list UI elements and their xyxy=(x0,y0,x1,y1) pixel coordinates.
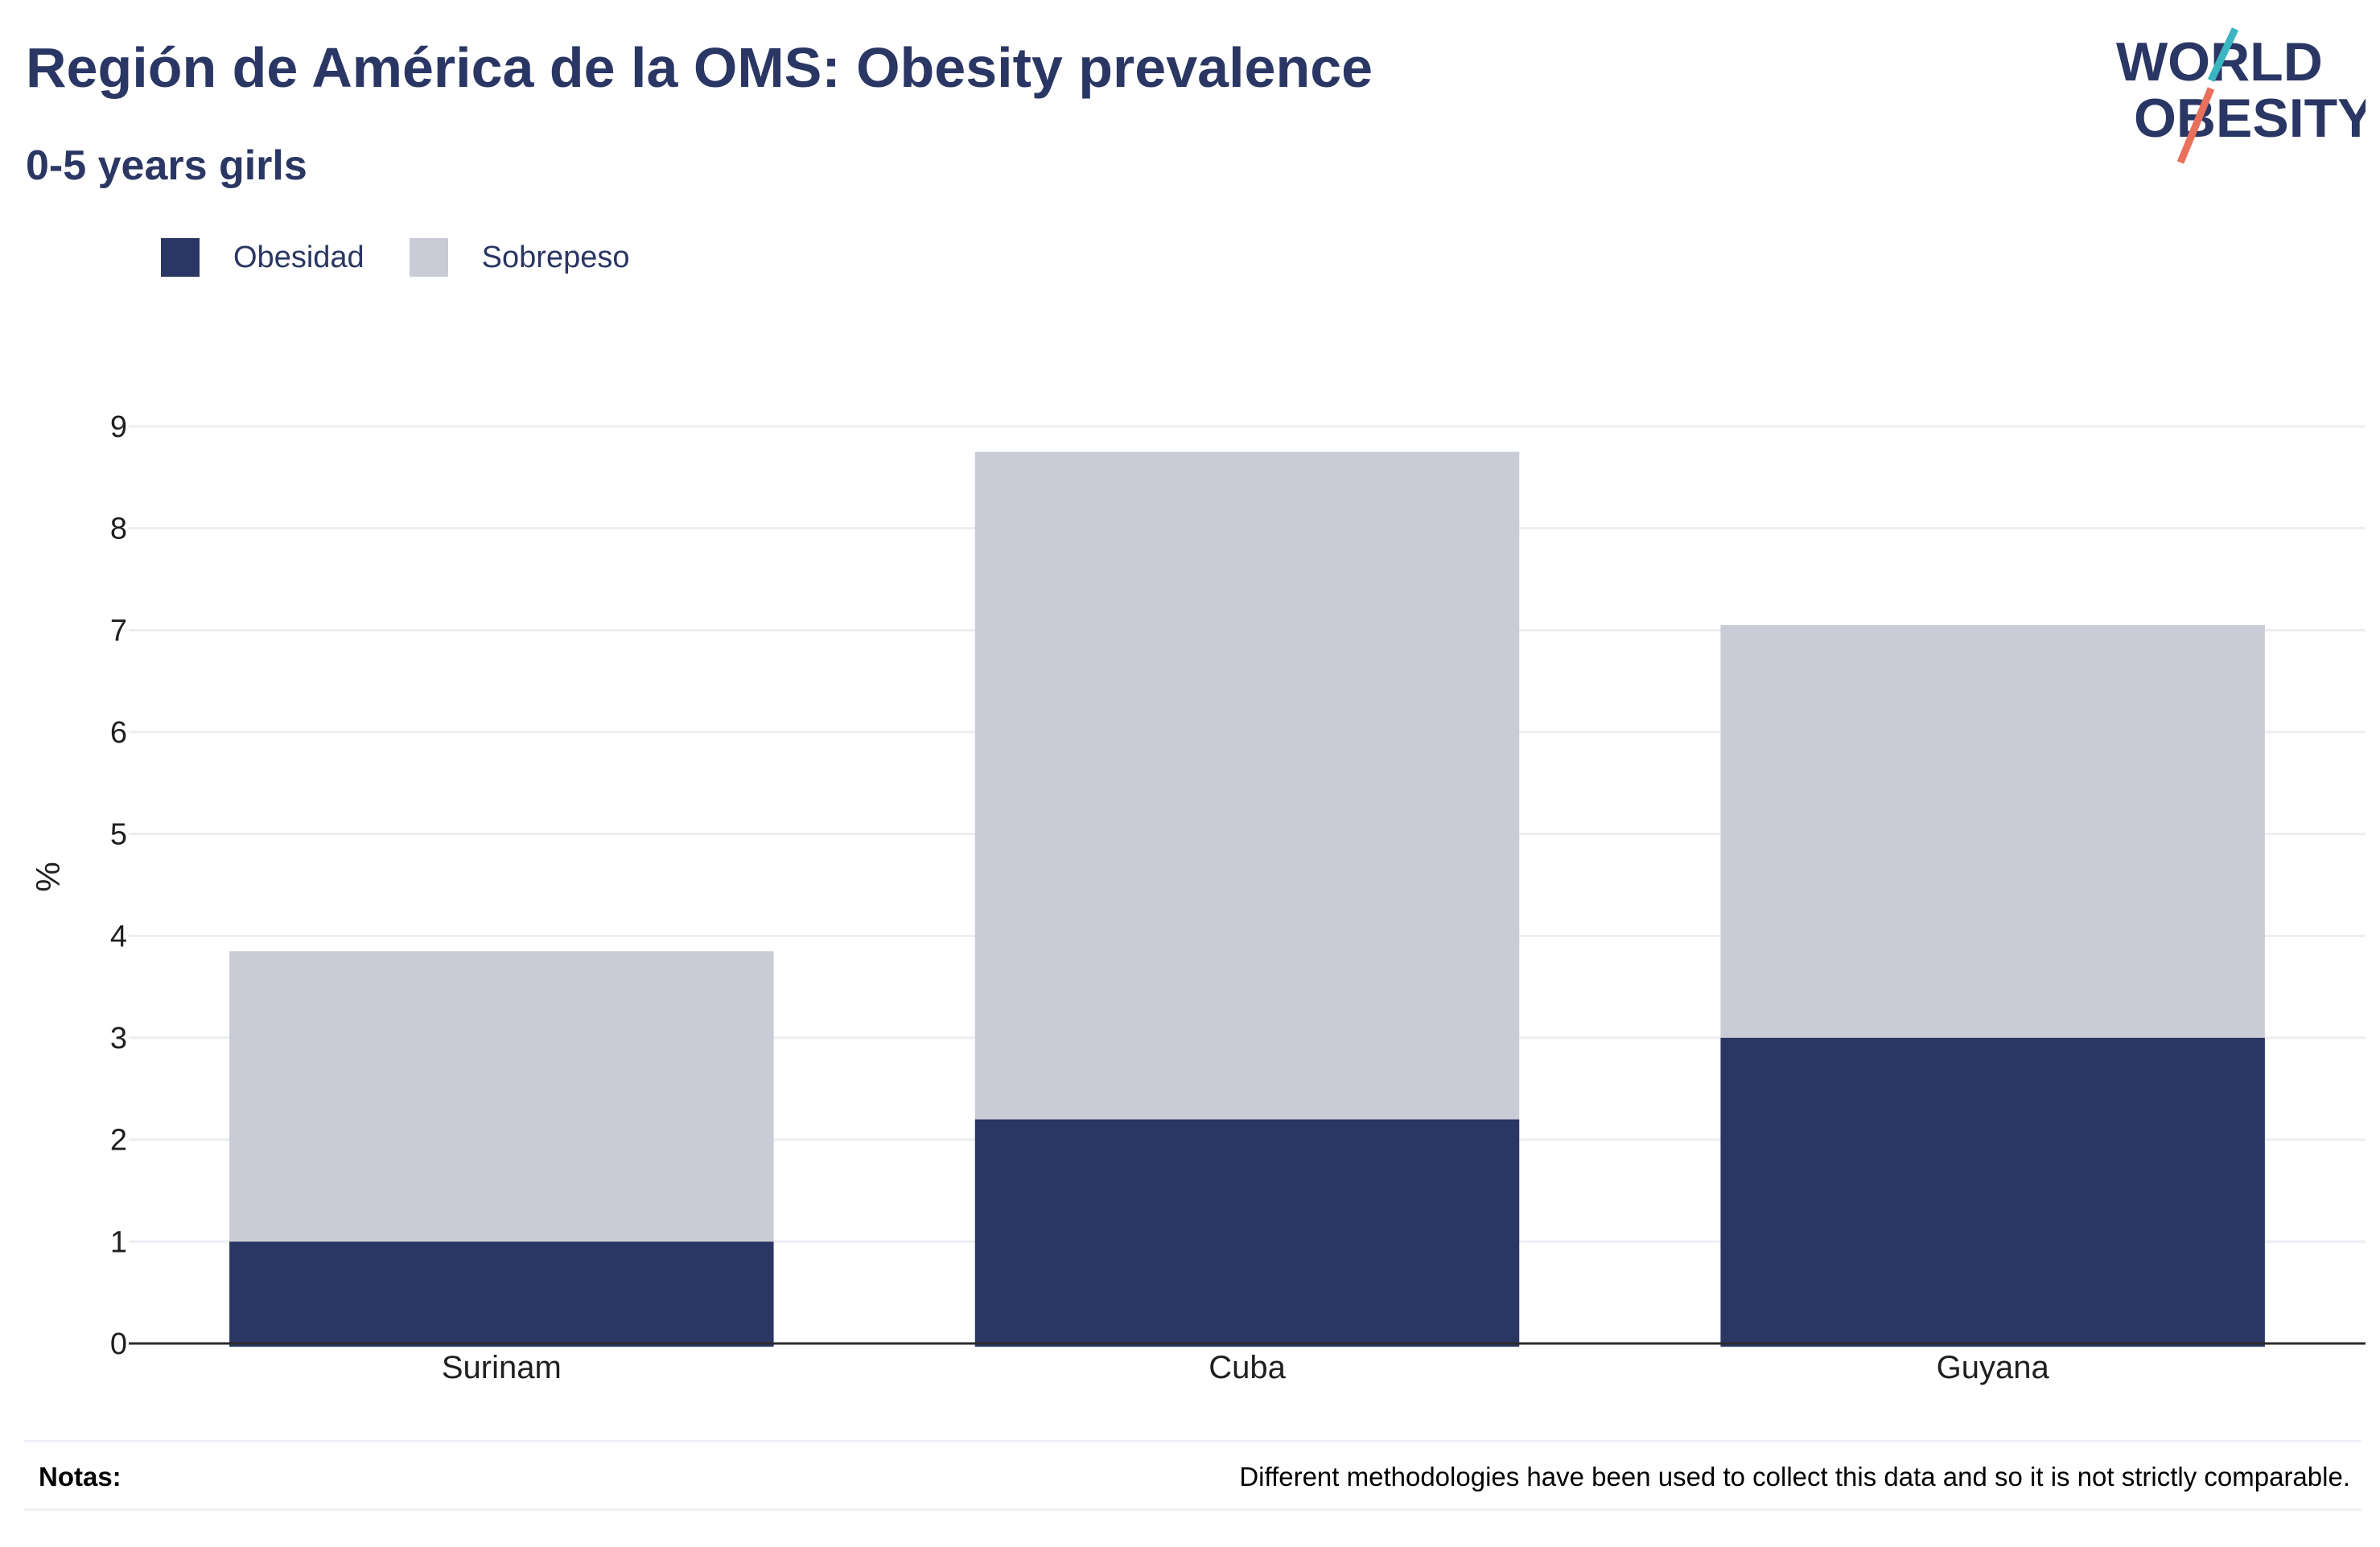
y-tick-label-9: 9 xyxy=(110,410,127,444)
legend-item-sobrepeso[interactable]: Sobrepeso xyxy=(409,238,630,277)
legend-label-obesidad: Obesidad xyxy=(233,240,364,274)
bar-surinam-obesidad xyxy=(229,1241,774,1347)
y-tick-label-6: 6 xyxy=(110,716,127,750)
y-tick-label-5: 5 xyxy=(110,818,127,852)
y-tick-label-3: 3 xyxy=(110,1022,127,1055)
y-axis-label: % xyxy=(29,862,67,891)
legend-item-obesidad[interactable]: Obesidad xyxy=(161,238,364,277)
x-tick-label-surinam: Surinam xyxy=(442,1350,562,1385)
notes-label: Notas: xyxy=(39,1462,121,1491)
x-tick-label-cuba: Cuba xyxy=(1209,1350,1286,1385)
bar-cuba-obesidad xyxy=(974,1119,1520,1347)
bar-guyana-sobrepeso xyxy=(1720,625,2265,1038)
chart-subtitle: 0-5 years girls xyxy=(26,142,307,189)
y-tick-label-1: 1 xyxy=(110,1225,127,1259)
y-tick-label-0: 0 xyxy=(110,1327,127,1361)
chart-title: Región de América de la OMS: Obesity pre… xyxy=(26,36,1373,99)
bar-guyana-obesidad xyxy=(1720,1038,2265,1347)
notes-bar: Notas: Different methodologies have been… xyxy=(24,1440,2361,1511)
logo-text-obesity: OBESITY xyxy=(2134,88,2366,149)
logo-slash-teal xyxy=(2207,27,2239,82)
y-tick-label-2: 2 xyxy=(110,1124,127,1158)
x-tick-label-guyana: Guyana xyxy=(1937,1350,2050,1385)
notes-text: Different methodologies have been used t… xyxy=(1239,1462,2350,1491)
chart-legend: Obesidad Sobrepeso xyxy=(161,238,674,277)
logo-slash-coral xyxy=(2176,87,2215,164)
y-tick-label-7: 7 xyxy=(110,614,127,648)
bar-cuba-sobrepeso xyxy=(974,451,1520,1120)
y-tick-label-8: 8 xyxy=(110,512,127,546)
y-tick-label-4: 4 xyxy=(110,920,127,953)
bar-surinam-sobrepeso xyxy=(229,951,774,1242)
stacked-bar-chart: 0 1 2 3 4 5 6 7 8 9% Surinam Cuba Guyana xyxy=(29,410,2366,1385)
legend-swatch-sobrepeso xyxy=(409,238,448,277)
legend-label-sobrepeso: Sobrepeso xyxy=(481,240,630,274)
legend-swatch-obesidad xyxy=(161,238,200,277)
world-obesity-logo: WORLD OBESITY xyxy=(2116,27,2366,164)
